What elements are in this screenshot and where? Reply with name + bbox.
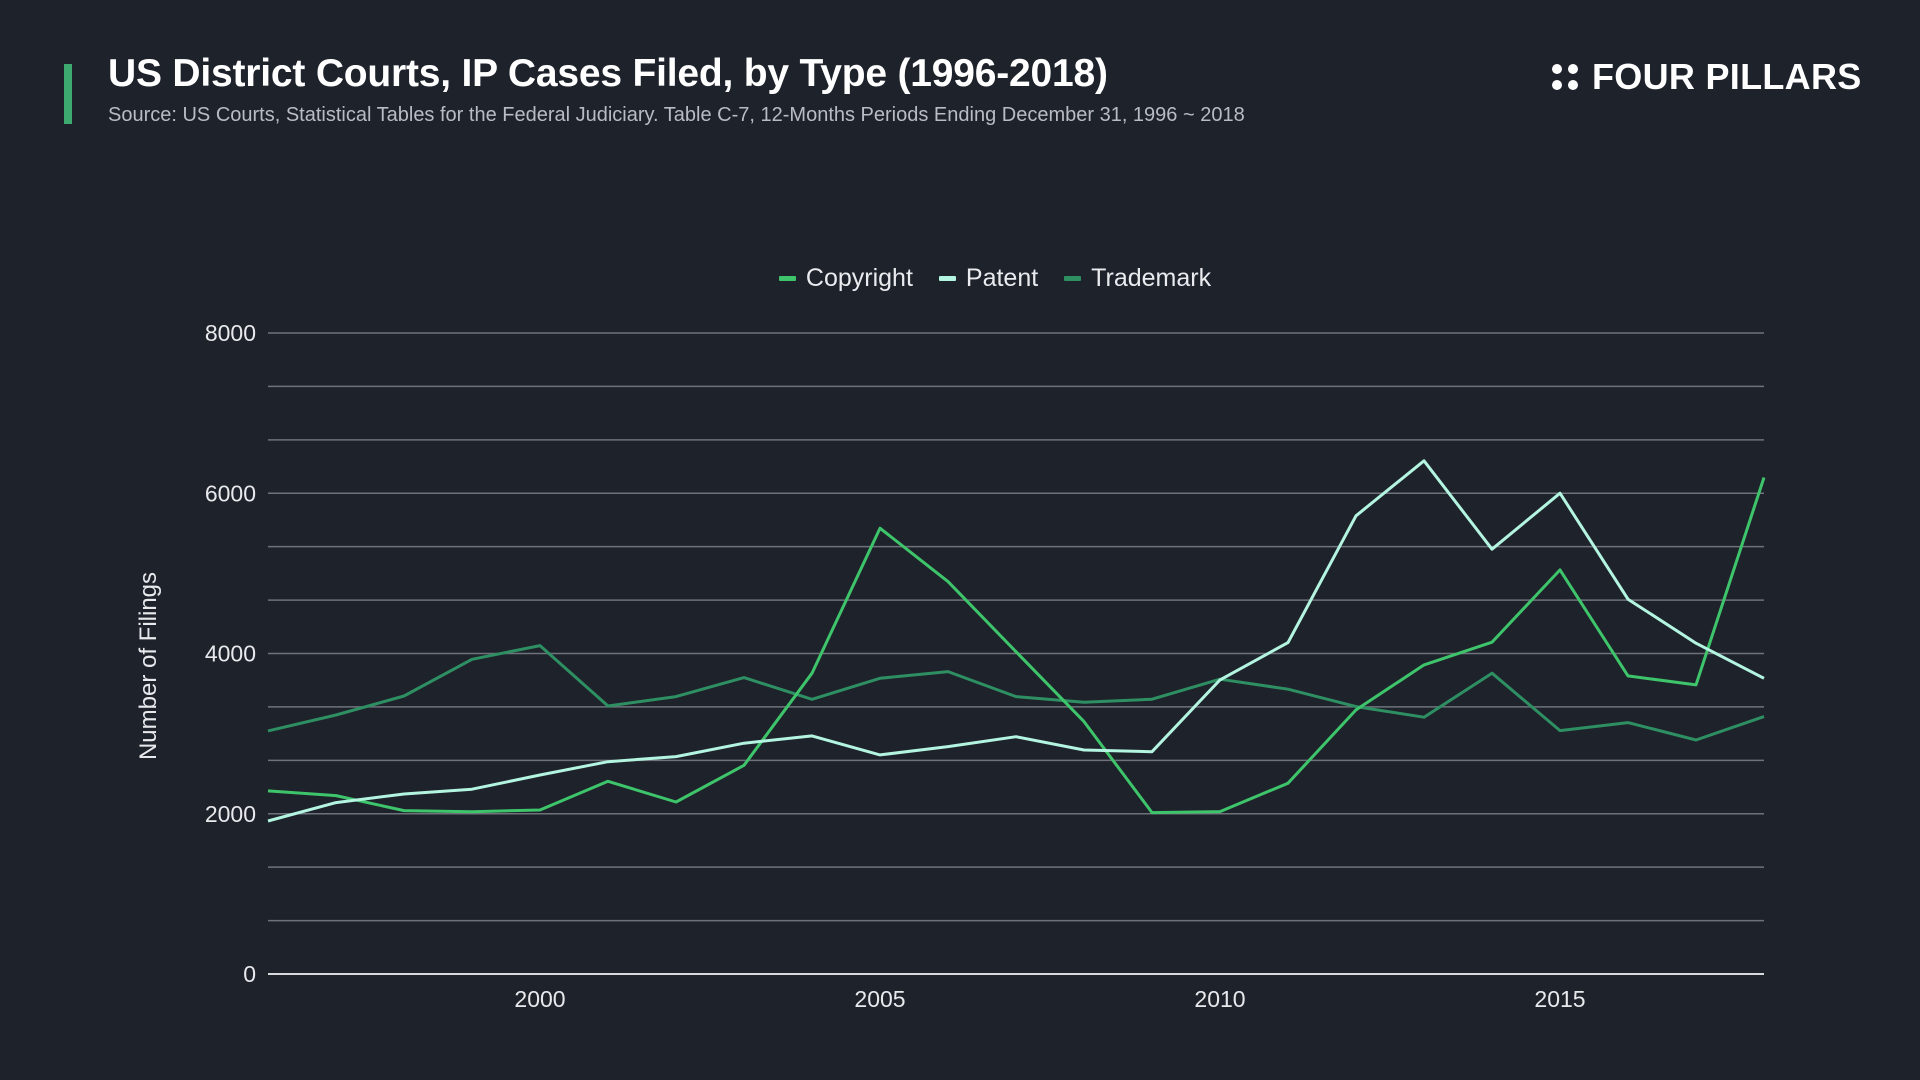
legend-swatch-patent xyxy=(938,276,956,281)
y-tick-label: 0 xyxy=(243,961,256,987)
y-tick-label: 2000 xyxy=(205,801,256,827)
y-axis-title: Number of Filings xyxy=(135,572,162,760)
brand-logo: FOUR PILLARS xyxy=(1552,56,1862,98)
x-tick-label: 2005 xyxy=(854,986,905,1012)
legend-item-trademark[interactable]: Trademark xyxy=(1064,264,1211,293)
legend-label-trademark: Trademark xyxy=(1091,264,1212,292)
title-accent-bar xyxy=(64,64,72,124)
y-tick-label: 8000 xyxy=(205,320,256,346)
legend-item-copyright[interactable]: Copyright xyxy=(778,264,913,293)
legend-label-patent: Patent xyxy=(965,264,1039,292)
legend-label-copyright: Copyright xyxy=(805,264,913,292)
x-axis-ticks: 2000 2005 2010 2015 xyxy=(514,986,1585,1012)
series-line-trademark[interactable] xyxy=(267,644,1765,742)
y-tick-label: 4000 xyxy=(205,641,256,667)
gridlines xyxy=(268,332,1764,975)
legend-swatch-trademark xyxy=(1064,276,1082,281)
legend-swatch-copyright xyxy=(778,276,796,281)
series-line-copyright[interactable] xyxy=(267,477,1766,815)
x-tick-label: 2015 xyxy=(1534,986,1585,1012)
brand-name: FOUR PILLARS xyxy=(1592,56,1862,97)
x-tick-label: 2010 xyxy=(1194,986,1245,1012)
chart-title: US District Courts, IP Cases Filed, by T… xyxy=(108,52,1108,95)
y-axis-ticks: 0 2000 4000 6000 8000 xyxy=(205,320,256,987)
four-dots-icon xyxy=(1552,64,1578,90)
series-lines xyxy=(267,459,1766,823)
legend-item-patent[interactable]: Patent xyxy=(938,264,1039,293)
x-tick-label: 2000 xyxy=(514,986,565,1012)
y-tick-label: 6000 xyxy=(205,480,256,506)
chart-subtitle: Source: US Courts, Statistical Tables fo… xyxy=(108,104,1245,126)
series-line-patent[interactable] xyxy=(267,459,1765,823)
chart-legend: Copyright Patent Trademark xyxy=(0,264,1920,293)
